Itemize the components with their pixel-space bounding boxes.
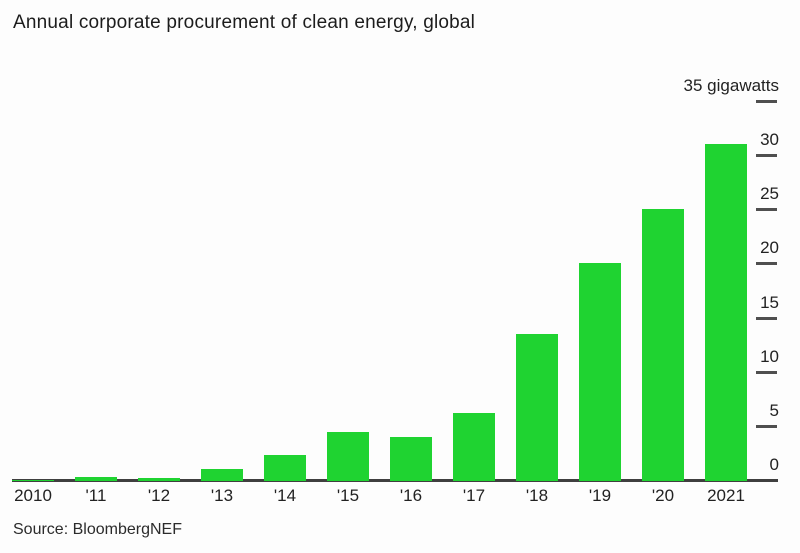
y-axis-label-20: 20 (760, 238, 779, 258)
y-axis-tick-10 (756, 370, 777, 374)
y-axis-tick-15 (756, 316, 777, 320)
y-axis-tick-5 (756, 424, 777, 428)
y-axis-label-25: 25 (760, 184, 779, 204)
source-label: Source: BloombergNEF (13, 521, 182, 538)
x-axis-label-12: '12 (147, 486, 171, 505)
y-axis-tick-30 (756, 154, 777, 158)
y-axis-label-10: 10 (760, 346, 779, 366)
y-axis-label-15: 15 (760, 292, 779, 312)
bar-13 (201, 469, 243, 481)
y-axis-tick-35 (756, 100, 777, 103)
bar-19 (579, 263, 621, 481)
x-axis-label-19: '19 (588, 486, 612, 505)
x-axis-label-15: '15 (336, 486, 360, 505)
bar-15 (327, 432, 369, 481)
x-axis-label-17: '17 (462, 486, 486, 505)
bar-2021 (705, 144, 747, 481)
bar-14 (264, 455, 306, 481)
y-axis-label-0: 0 (769, 455, 779, 474)
y-axis-label-30: 30 (760, 130, 779, 150)
bar-18 (516, 334, 558, 481)
x-axis-label-16: '16 (399, 486, 423, 505)
bar-12 (138, 478, 180, 481)
x-axis-label-2010: 2010 (14, 486, 52, 505)
bar-11 (75, 477, 117, 481)
y-axis-tick-20 (756, 262, 777, 266)
bar-2010 (12, 480, 54, 481)
x-axis-label-2021: 2021 (707, 486, 745, 505)
y-axis-tick-25 (756, 208, 777, 212)
bar-20 (642, 209, 684, 481)
x-axis-label-13: '13 (210, 486, 234, 505)
x-axis-label-18: '18 (525, 486, 549, 505)
x-axis-label-11: '11 (85, 486, 107, 505)
bar-17 (453, 413, 495, 481)
chart-title: Annual corporate procurement of clean en… (13, 12, 476, 33)
x-axis-label-14: '14 (273, 486, 297, 505)
bar-16 (390, 437, 432, 481)
y-axis-label-35: 35 gigawatts (683, 76, 779, 95)
y-axis-label-5: 5 (769, 400, 779, 420)
x-axis-label-20: '20 (651, 486, 675, 505)
